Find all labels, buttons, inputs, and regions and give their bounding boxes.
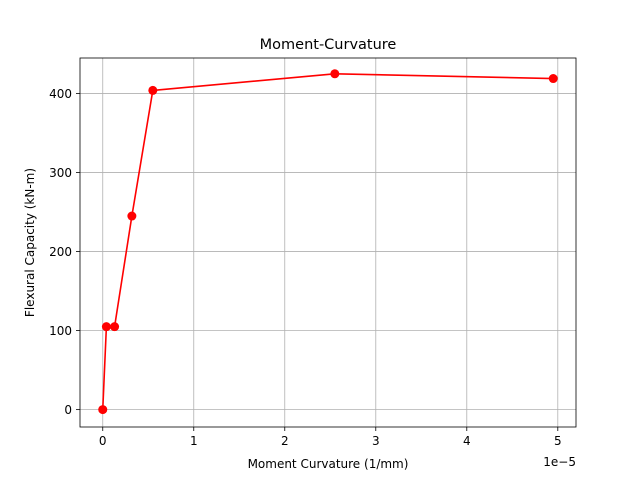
data-point (98, 405, 108, 415)
y-tick: 0 (64, 403, 80, 417)
x-tick-label: 1 (190, 434, 198, 448)
y-axis-ticks: 0 100 200 300 400 (49, 87, 80, 417)
data-series (98, 69, 558, 415)
x-tick: 2 (281, 427, 289, 448)
x-axis-ticks: 0 1 2 3 4 5 (99, 427, 562, 448)
y-tick-label: 100 (49, 324, 72, 338)
x-tick: 3 (372, 427, 380, 448)
x-tick-label: 5 (554, 434, 562, 448)
y-axis-label: Flexural Capacity (kN-m) (23, 168, 37, 317)
x-tick: 5 (554, 427, 562, 448)
data-point (110, 322, 120, 332)
y-tick-label: 400 (49, 87, 72, 101)
x-tick: 4 (463, 427, 471, 448)
x-axis-label: Moment Curvature (1/mm) (248, 457, 409, 471)
y-tick-label: 200 (49, 245, 72, 259)
grid-lines (80, 58, 576, 427)
data-point (148, 85, 158, 95)
y-tick-label: 300 (49, 166, 72, 180)
data-point (330, 69, 340, 79)
x-tick-label: 0 (99, 434, 107, 448)
data-point (548, 74, 558, 84)
data-point (101, 322, 111, 332)
x-axis-offset-label: 1e−5 (543, 455, 576, 469)
x-tick: 0 (99, 427, 107, 448)
y-tick: 300 (49, 166, 80, 180)
y-tick: 400 (49, 87, 80, 101)
plot-frame (79, 57, 577, 428)
y-tick: 100 (49, 324, 80, 338)
chart-title: Moment-Curvature (260, 37, 397, 53)
x-tick-label: 3 (372, 434, 380, 448)
x-tick: 1 (190, 427, 198, 448)
x-tick-label: 4 (463, 434, 471, 448)
data-point (127, 211, 137, 221)
y-tick-label: 0 (64, 403, 72, 417)
x-tick-label: 2 (281, 434, 289, 448)
y-tick: 200 (49, 245, 80, 259)
series-line (101, 73, 554, 410)
